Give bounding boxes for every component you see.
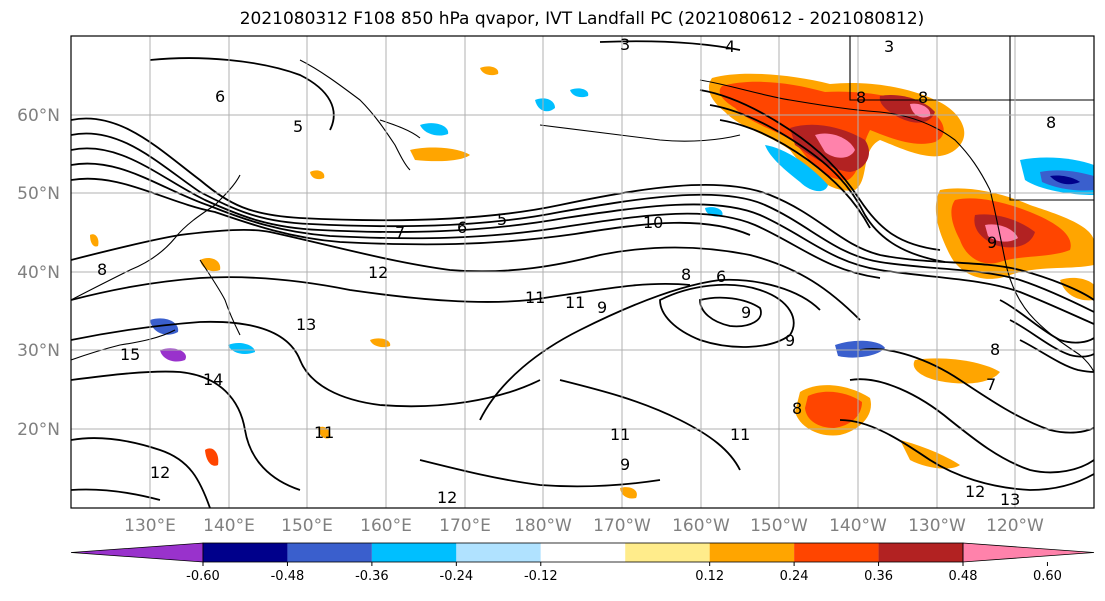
contour-label: 9 (987, 233, 997, 252)
map-content: 3 4 3 6 5 8 8 8 5 6 7 10 12 6 8 9 9 11 1… (71, 35, 1094, 509)
colorbar-segment (709, 543, 795, 562)
lon-label: 130°E (124, 516, 176, 536)
lon-label: 140°E (203, 516, 255, 536)
contour-label: 11 (525, 288, 545, 307)
longitude-labels: 130°E 140°E 150°E 160°E 170°E 180°W 170°… (124, 516, 1044, 536)
contour-label: 9 (741, 303, 751, 322)
colorbar-tick-label: 0.48 (949, 569, 978, 584)
contour-label: 5 (293, 117, 303, 136)
coastline-layer (71, 36, 1094, 373)
contour-label: 10 (643, 213, 663, 232)
colorbar-tick-label: -0.24 (440, 569, 474, 584)
latitude-labels: 60°N 50°N 40°N 30°N 20°N (17, 106, 60, 440)
lon-label: 170°E (439, 516, 491, 536)
lon-label: 130°W (908, 516, 966, 536)
contour-label: 8 (856, 88, 866, 107)
contour-label: 12 (437, 488, 457, 507)
colorbar-segment (540, 543, 626, 562)
contour-label: 8 (97, 260, 107, 279)
lon-label: 160°E (360, 516, 412, 536)
contour-label: 12 (368, 263, 388, 282)
lon-label: 150°E (281, 516, 333, 536)
lat-label: 20°N (17, 420, 60, 440)
lon-label: 120°W (986, 516, 1044, 536)
colorbar-extension-max (962, 542, 1095, 563)
contour-label: 5 (497, 210, 507, 229)
contour-label: 13 (1000, 490, 1020, 509)
contour-label: 8 (792, 399, 802, 418)
colorbar-segment (203, 543, 288, 562)
graticule (71, 36, 1094, 508)
contour-label: 7 (986, 375, 996, 394)
colorbar-tick-label: -0.36 (355, 569, 389, 584)
lon-label: 140°W (829, 516, 887, 536)
colorbar-extension-min (70, 542, 204, 563)
lon-label: 170°W (593, 516, 651, 536)
colorbar-tick-label: 0.36 (864, 569, 893, 584)
contour-label: 6 (716, 267, 726, 286)
contour-label: 11 (565, 293, 585, 312)
contour-label: 8 (990, 340, 1000, 359)
colorbar-segment (287, 543, 372, 562)
contour-label: 11 (610, 425, 630, 444)
colorbar-outline (202, 542, 964, 563)
contour-label: 8 (918, 88, 928, 107)
lat-label: 30°N (17, 341, 60, 361)
contour-label: 6 (457, 218, 467, 237)
colorbar: -0.60 -0.48 -0.36 -0.24 -0.12 0.12 0.24 0.36 0.4… (70, 542, 1095, 584)
colorbar-tick-label: 0.60 (1033, 569, 1062, 584)
contour-layer (71, 40, 1094, 508)
colorbar-segment (625, 543, 710, 562)
lat-label: 40°N (17, 263, 60, 283)
map-title: 2021080312 F108 850 hPa qvapor, IVT Land… (240, 9, 925, 29)
contour-label: 12 (150, 463, 170, 482)
contour-label: 9 (620, 455, 630, 474)
contour-label: 3 (884, 37, 894, 56)
colorbar-segment (371, 543, 457, 562)
colorbar-tick-label: 0.24 (780, 569, 809, 584)
contour-label: 11 (314, 423, 334, 442)
lon-label: 150°W (750, 516, 808, 536)
contour-label: 4 (725, 37, 735, 56)
map-frame (70, 35, 1095, 509)
contour-label: 15 (120, 345, 140, 364)
contour-label: 14 (203, 370, 223, 389)
contour-label: 9 (785, 331, 795, 350)
lat-label: 60°N (17, 106, 60, 126)
contour-label: 8 (681, 265, 691, 284)
colorbar-tick-label: 0.12 (695, 569, 724, 584)
contour-label: 9 (597, 298, 607, 317)
lat-label: 50°N (17, 184, 60, 204)
colorbar-segment (878, 543, 963, 562)
contour-label: 12 (965, 482, 985, 501)
colorbar-segment (456, 543, 541, 562)
lon-label: 180°W (514, 516, 572, 536)
lon-label: 160°W (672, 516, 730, 536)
contour-label: 7 (395, 223, 405, 242)
colorbar-tick-label: -0.12 (524, 569, 558, 584)
colorbar-segment (794, 543, 879, 562)
contour-label: 3 (620, 35, 630, 54)
contour-label: 11 (730, 425, 750, 444)
contour-label: 8 (1046, 113, 1056, 132)
colorbar-tick-label: -0.60 (186, 569, 220, 584)
contour-labels: 3 4 3 6 5 8 8 8 5 6 7 10 12 6 8 9 9 11 1… (97, 35, 1056, 509)
contour-label: 6 (215, 87, 225, 106)
contour-label: 13 (296, 315, 316, 334)
colorbar-tick-label: -0.48 (271, 569, 305, 584)
